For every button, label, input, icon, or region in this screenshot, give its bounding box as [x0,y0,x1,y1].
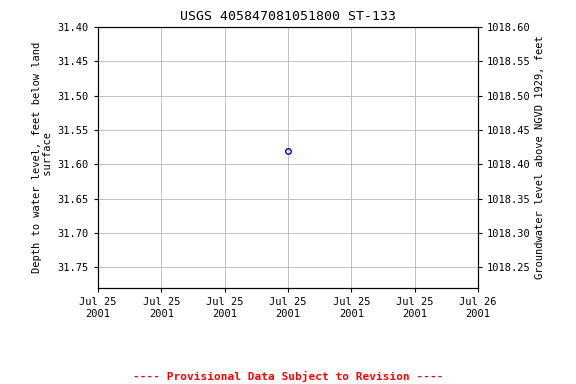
Title: USGS 405847081051800 ST-133: USGS 405847081051800 ST-133 [180,10,396,23]
Y-axis label: Groundwater level above NGVD 1929, feet: Groundwater level above NGVD 1929, feet [535,36,545,279]
Text: ---- Provisional Data Subject to Revision ----: ---- Provisional Data Subject to Revisio… [132,371,444,382]
Y-axis label: Depth to water level, feet below land
 surface: Depth to water level, feet below land su… [32,42,54,273]
